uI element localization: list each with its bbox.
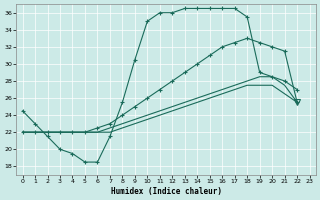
X-axis label: Humidex (Indice chaleur): Humidex (Indice chaleur) bbox=[111, 187, 221, 196]
